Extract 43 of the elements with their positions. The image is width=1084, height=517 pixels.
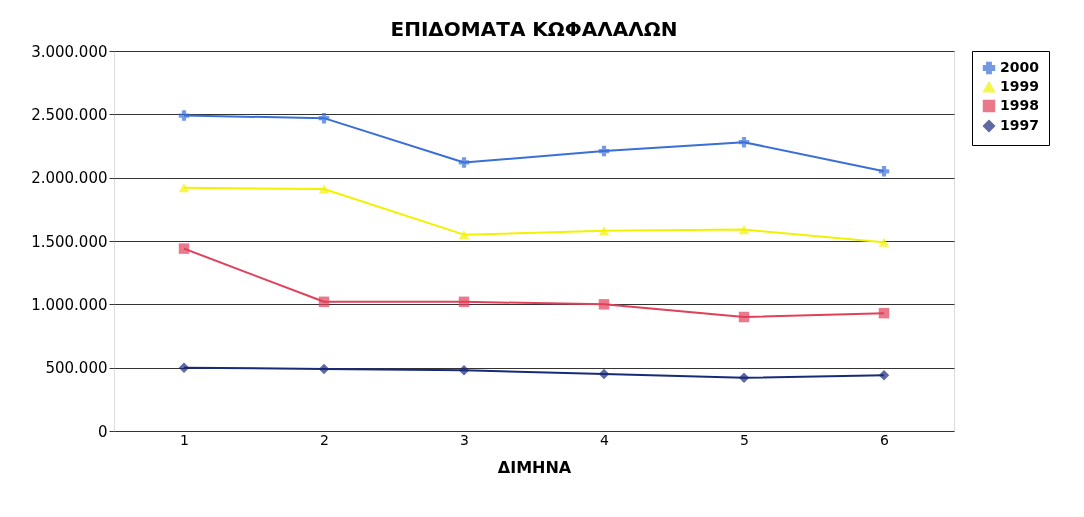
x-tick-label: 3 <box>460 431 469 448</box>
point <box>458 157 470 168</box>
point <box>598 145 610 157</box>
x-tick-label: 2 <box>320 431 329 448</box>
point <box>598 226 610 236</box>
point <box>178 183 190 193</box>
point <box>878 307 890 319</box>
chart-title: ΕΠΙΔΟΜΑΤΑ ΚΩΦΑΛΑΛΩΝ <box>390 17 678 41</box>
point <box>738 136 750 148</box>
point <box>318 112 330 124</box>
x-axis-title: ΔΙΜΗΝΑ <box>497 457 572 477</box>
point <box>458 364 470 376</box>
point <box>178 110 190 121</box>
x-tick-label: 4 <box>600 431 610 448</box>
y-tick-label: 2.500.000 <box>31 105 108 124</box>
x-tick-label: 6 <box>880 431 890 448</box>
point <box>318 184 330 194</box>
y-tick-label: 1.500.000 <box>31 232 108 251</box>
point <box>878 166 890 177</box>
point <box>458 296 470 308</box>
x-tick-label: 5 <box>740 431 749 448</box>
y-tick-label: 3.000.000 <box>31 42 108 61</box>
point <box>738 225 750 235</box>
point <box>738 372 750 384</box>
point <box>878 370 890 381</box>
y-tick-label: 0 <box>97 422 108 441</box>
legend-label: 2000 <box>1000 59 1040 75</box>
point <box>738 311 750 323</box>
legend-label: 1999 <box>1000 78 1039 94</box>
point <box>318 296 330 308</box>
point <box>598 368 610 380</box>
y-tick-label: 1.000.000 <box>31 295 108 314</box>
point <box>458 230 470 240</box>
y-tick-label: 500.000 <box>45 359 108 378</box>
y-tick-label: 2.000.000 <box>31 169 108 188</box>
point <box>318 363 330 375</box>
point <box>598 299 610 310</box>
legend-label: 1998 <box>1000 97 1039 113</box>
legend-label: 1997 <box>1000 117 1039 133</box>
point <box>178 362 190 373</box>
point <box>878 237 890 247</box>
x-tick-label: 1 <box>180 431 189 448</box>
point <box>178 243 190 254</box>
